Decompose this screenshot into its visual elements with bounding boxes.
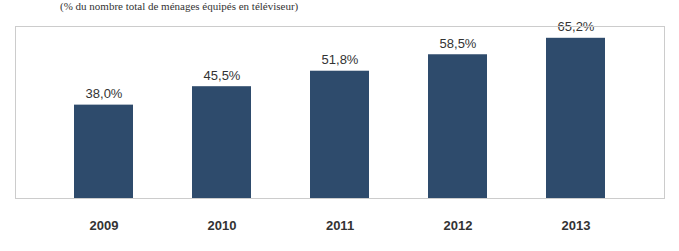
svg-text:2011: 2011 <box>326 218 354 233</box>
svg-text:58,5%: 58,5% <box>440 36 477 51</box>
svg-text:2010: 2010 <box>208 218 237 233</box>
svg-text:51,8%: 51,8% <box>322 52 359 67</box>
svg-text:2009: 2009 <box>90 218 119 233</box>
html-text:(% du nombre total de ménages: (% du nombre total de ménages équipés en… <box>60 0 299 12</box>
svg-text:45,5%: 45,5% <box>204 68 241 83</box>
svg-text:38,0%: 38,0% <box>86 86 123 101</box>
svg-text:2013: 2013 <box>562 218 591 233</box>
svg-text:2012: 2012 <box>444 218 473 233</box>
svg-text:65,2%: 65,2% <box>557 19 595 35</box>
